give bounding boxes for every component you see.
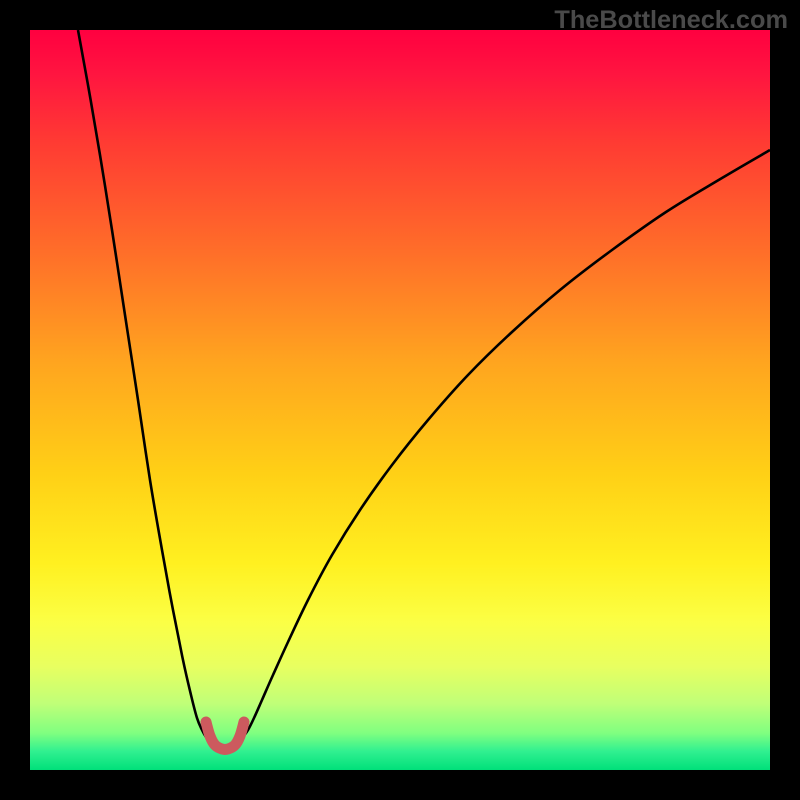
chart-svg [30,30,770,770]
gradient-background [30,30,770,770]
watermark-text: TheBottleneck.com [554,6,788,35]
chart-plot-area [30,30,770,770]
